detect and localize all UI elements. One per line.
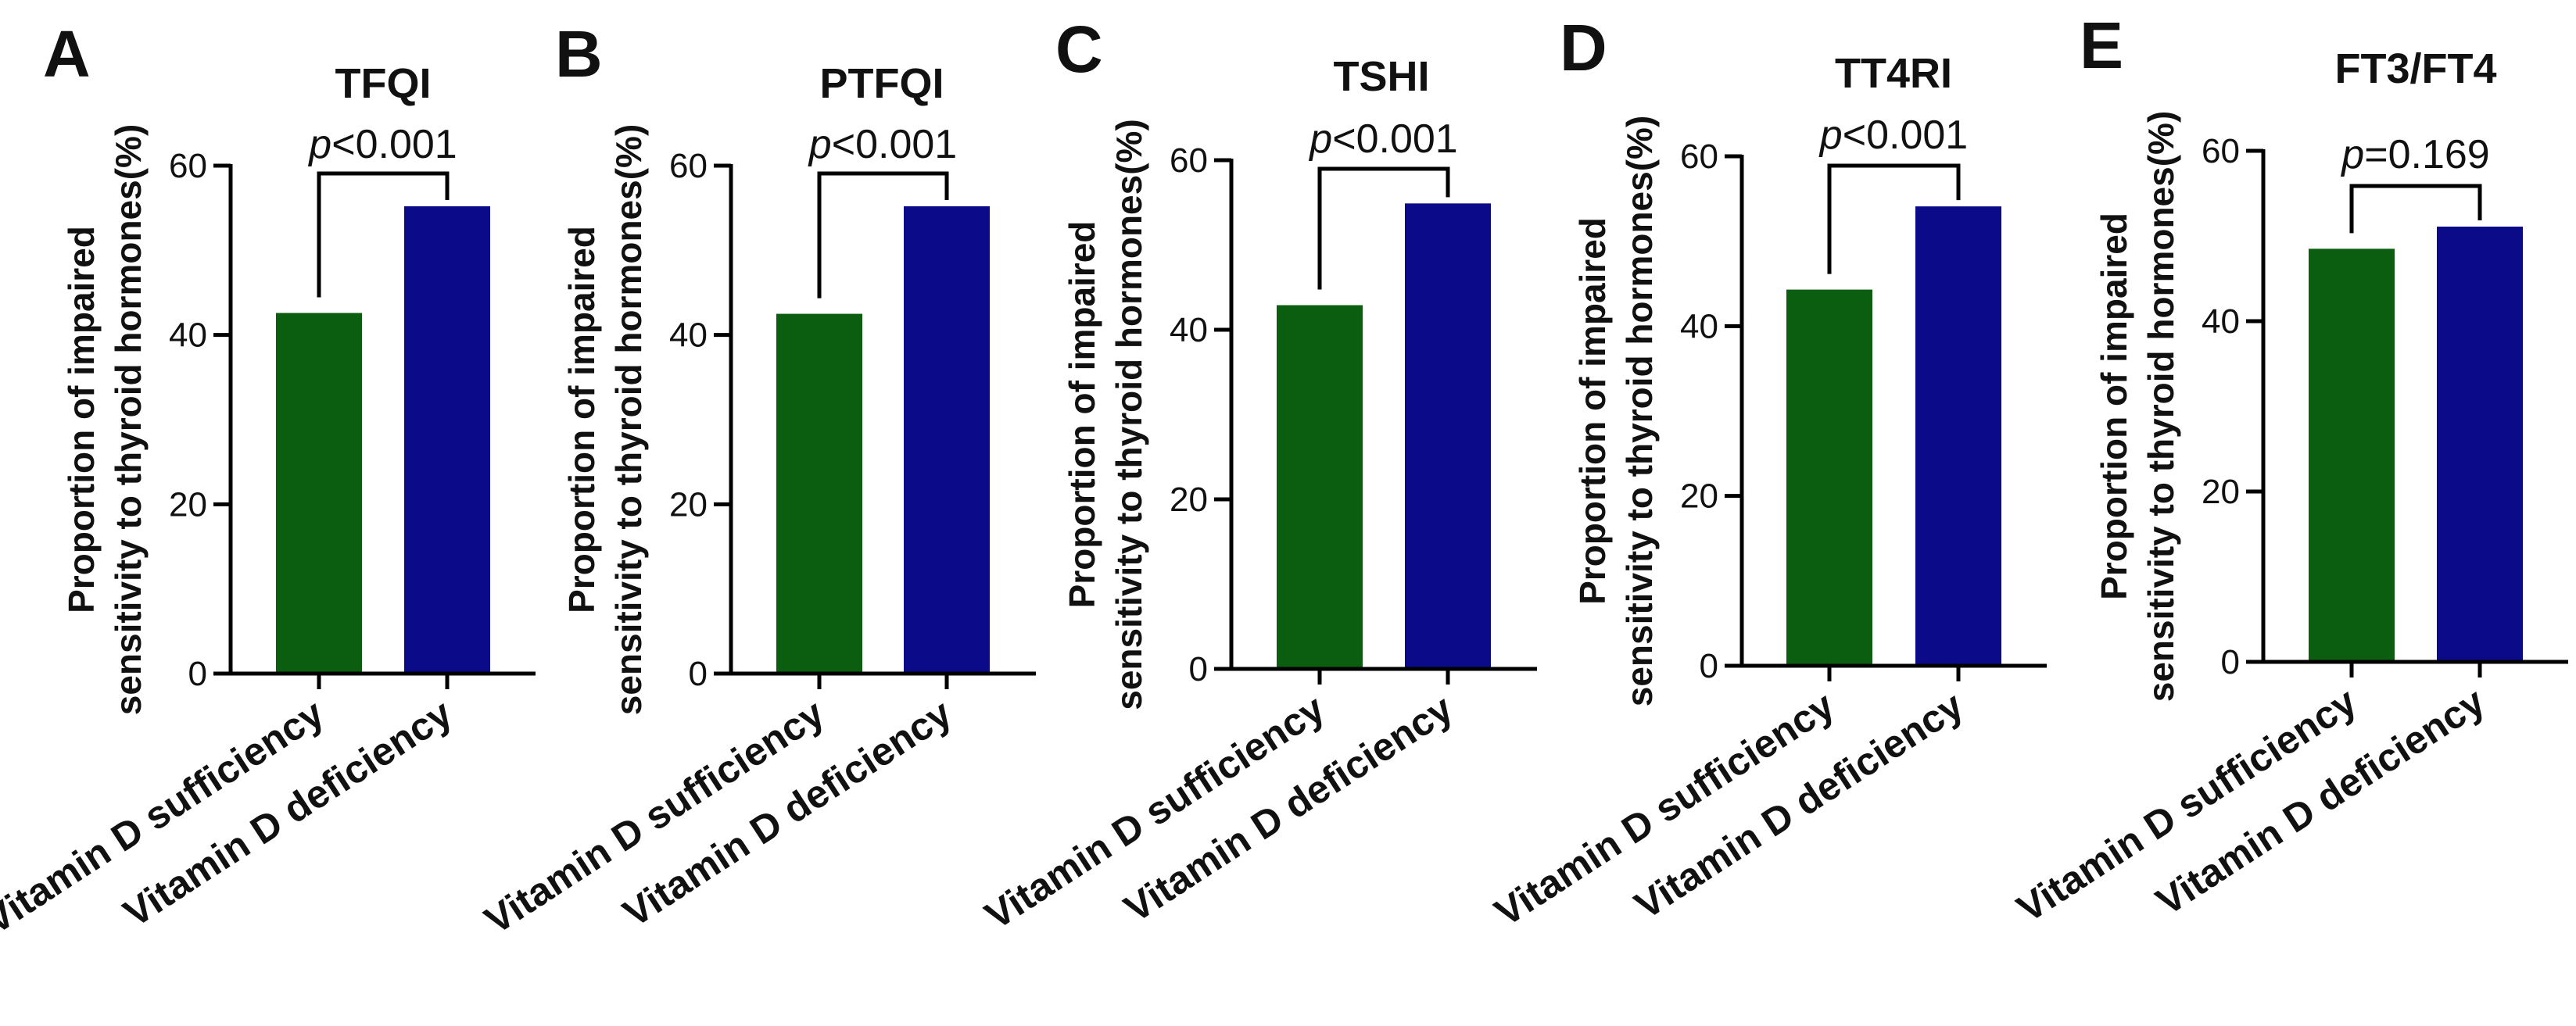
bar-vitamin-d-deficiency [404, 206, 490, 674]
bar-vitamin-d-deficiency [1405, 203, 1491, 670]
bar-vitamin-d-sufficiency [276, 313, 362, 674]
y-tick-label: 20 [669, 485, 708, 524]
y-tick-label: 60 [1680, 138, 1718, 176]
y-tick-label: 40 [669, 316, 708, 355]
y-tick-label: 0 [1700, 647, 1718, 685]
y-tick-label: 60 [169, 147, 207, 185]
chart-panel-d: D TT4RI 0 20 40 60 Proportion of impaired sensi… [1487, 11, 2047, 935]
p-value-annotation: p<0.001 [1818, 113, 1968, 158]
y-tick-label: 0 [689, 655, 708, 693]
panel-label: C [1055, 13, 1103, 86]
bar-vitamin-d-sufficiency [776, 313, 862, 674]
bar-vitamin-d-sufficiency [1277, 305, 1363, 669]
y-tick-label: 60 [1170, 141, 1208, 180]
significance-bracket [817, 171, 949, 299]
p-value-annotation: p=0.169 [2340, 132, 2489, 177]
chart-panel-e: E FT3/FT4 0 20 40 60 Proportion of impaired sen… [2009, 9, 2568, 931]
bar-vitamin-d-sufficiency [1786, 289, 1872, 666]
bar-vitamin-d-deficiency [2437, 227, 2523, 662]
y-tick-label: 20 [2202, 473, 2240, 511]
y-tick-label: 0 [1189, 650, 1208, 688]
significance-bracket [1317, 166, 1450, 290]
panel-label: B [555, 17, 603, 91]
chart-title: FT3/FT4 [2334, 45, 2496, 92]
chart-title: TSHI [1333, 53, 1429, 100]
bar-vitamin-d-deficiency [1915, 206, 2001, 666]
p-value-annotation: p<0.001 [1308, 116, 1457, 162]
significance-bracket [317, 171, 450, 298]
y-tick-label: 40 [1680, 307, 1718, 345]
y-tick-label: 0 [2221, 643, 2240, 681]
y-tick-label: 60 [2202, 132, 2240, 170]
significance-bracket [1827, 163, 1961, 274]
panel-label: E [2080, 9, 2123, 82]
chart-panel-c: C TSHI 0 20 40 60 Proportion of impaired sensit… [977, 13, 1537, 938]
y-tick-label: 20 [1170, 481, 1208, 519]
bar-vitamin-d-deficiency [904, 206, 990, 674]
y-axis-label: Proportion of impaired sensitivity to thy… [561, 124, 649, 716]
chart-panel-a: A TFQI 0 20 40 60 Proportion of impaired sensit… [0, 17, 536, 942]
y-axis-label: Proportion of impaired sensitivity to thy… [1062, 119, 1149, 710]
y-tick-label: 20 [169, 485, 207, 524]
p-value-annotation: p<0.001 [808, 122, 957, 167]
chart-title: PTFQI [820, 60, 944, 107]
p-value-annotation: p<0.001 [307, 122, 457, 167]
y-axis-label: Proportion of impaired sensitivity to thy… [61, 124, 149, 716]
chart-title: TT4RI [1835, 50, 1952, 97]
y-axis-label: Proportion of impaired sensitivity to thy… [2094, 111, 2181, 702]
y-tick-label: 40 [169, 316, 207, 355]
y-tick-label: 40 [2202, 302, 2240, 341]
bar-vitamin-d-sufficiency [2309, 248, 2395, 663]
y-tick-label: 60 [669, 147, 708, 185]
significance-bracket [2349, 184, 2482, 234]
y-tick-label: 20 [1680, 477, 1718, 516]
chart-title: TFQI [335, 60, 432, 107]
panel-label: D [1560, 11, 1607, 84]
y-tick-label: 40 [1170, 311, 1208, 349]
chart-panel-b: B PTFQI 0 20 40 60 Proportion of impaired sensi… [477, 17, 1036, 942]
y-axis-label: Proportion of impaired sensitivity to thy… [1572, 116, 1660, 707]
y-tick-label: 0 [188, 655, 207, 693]
panel-label: A [43, 17, 91, 91]
